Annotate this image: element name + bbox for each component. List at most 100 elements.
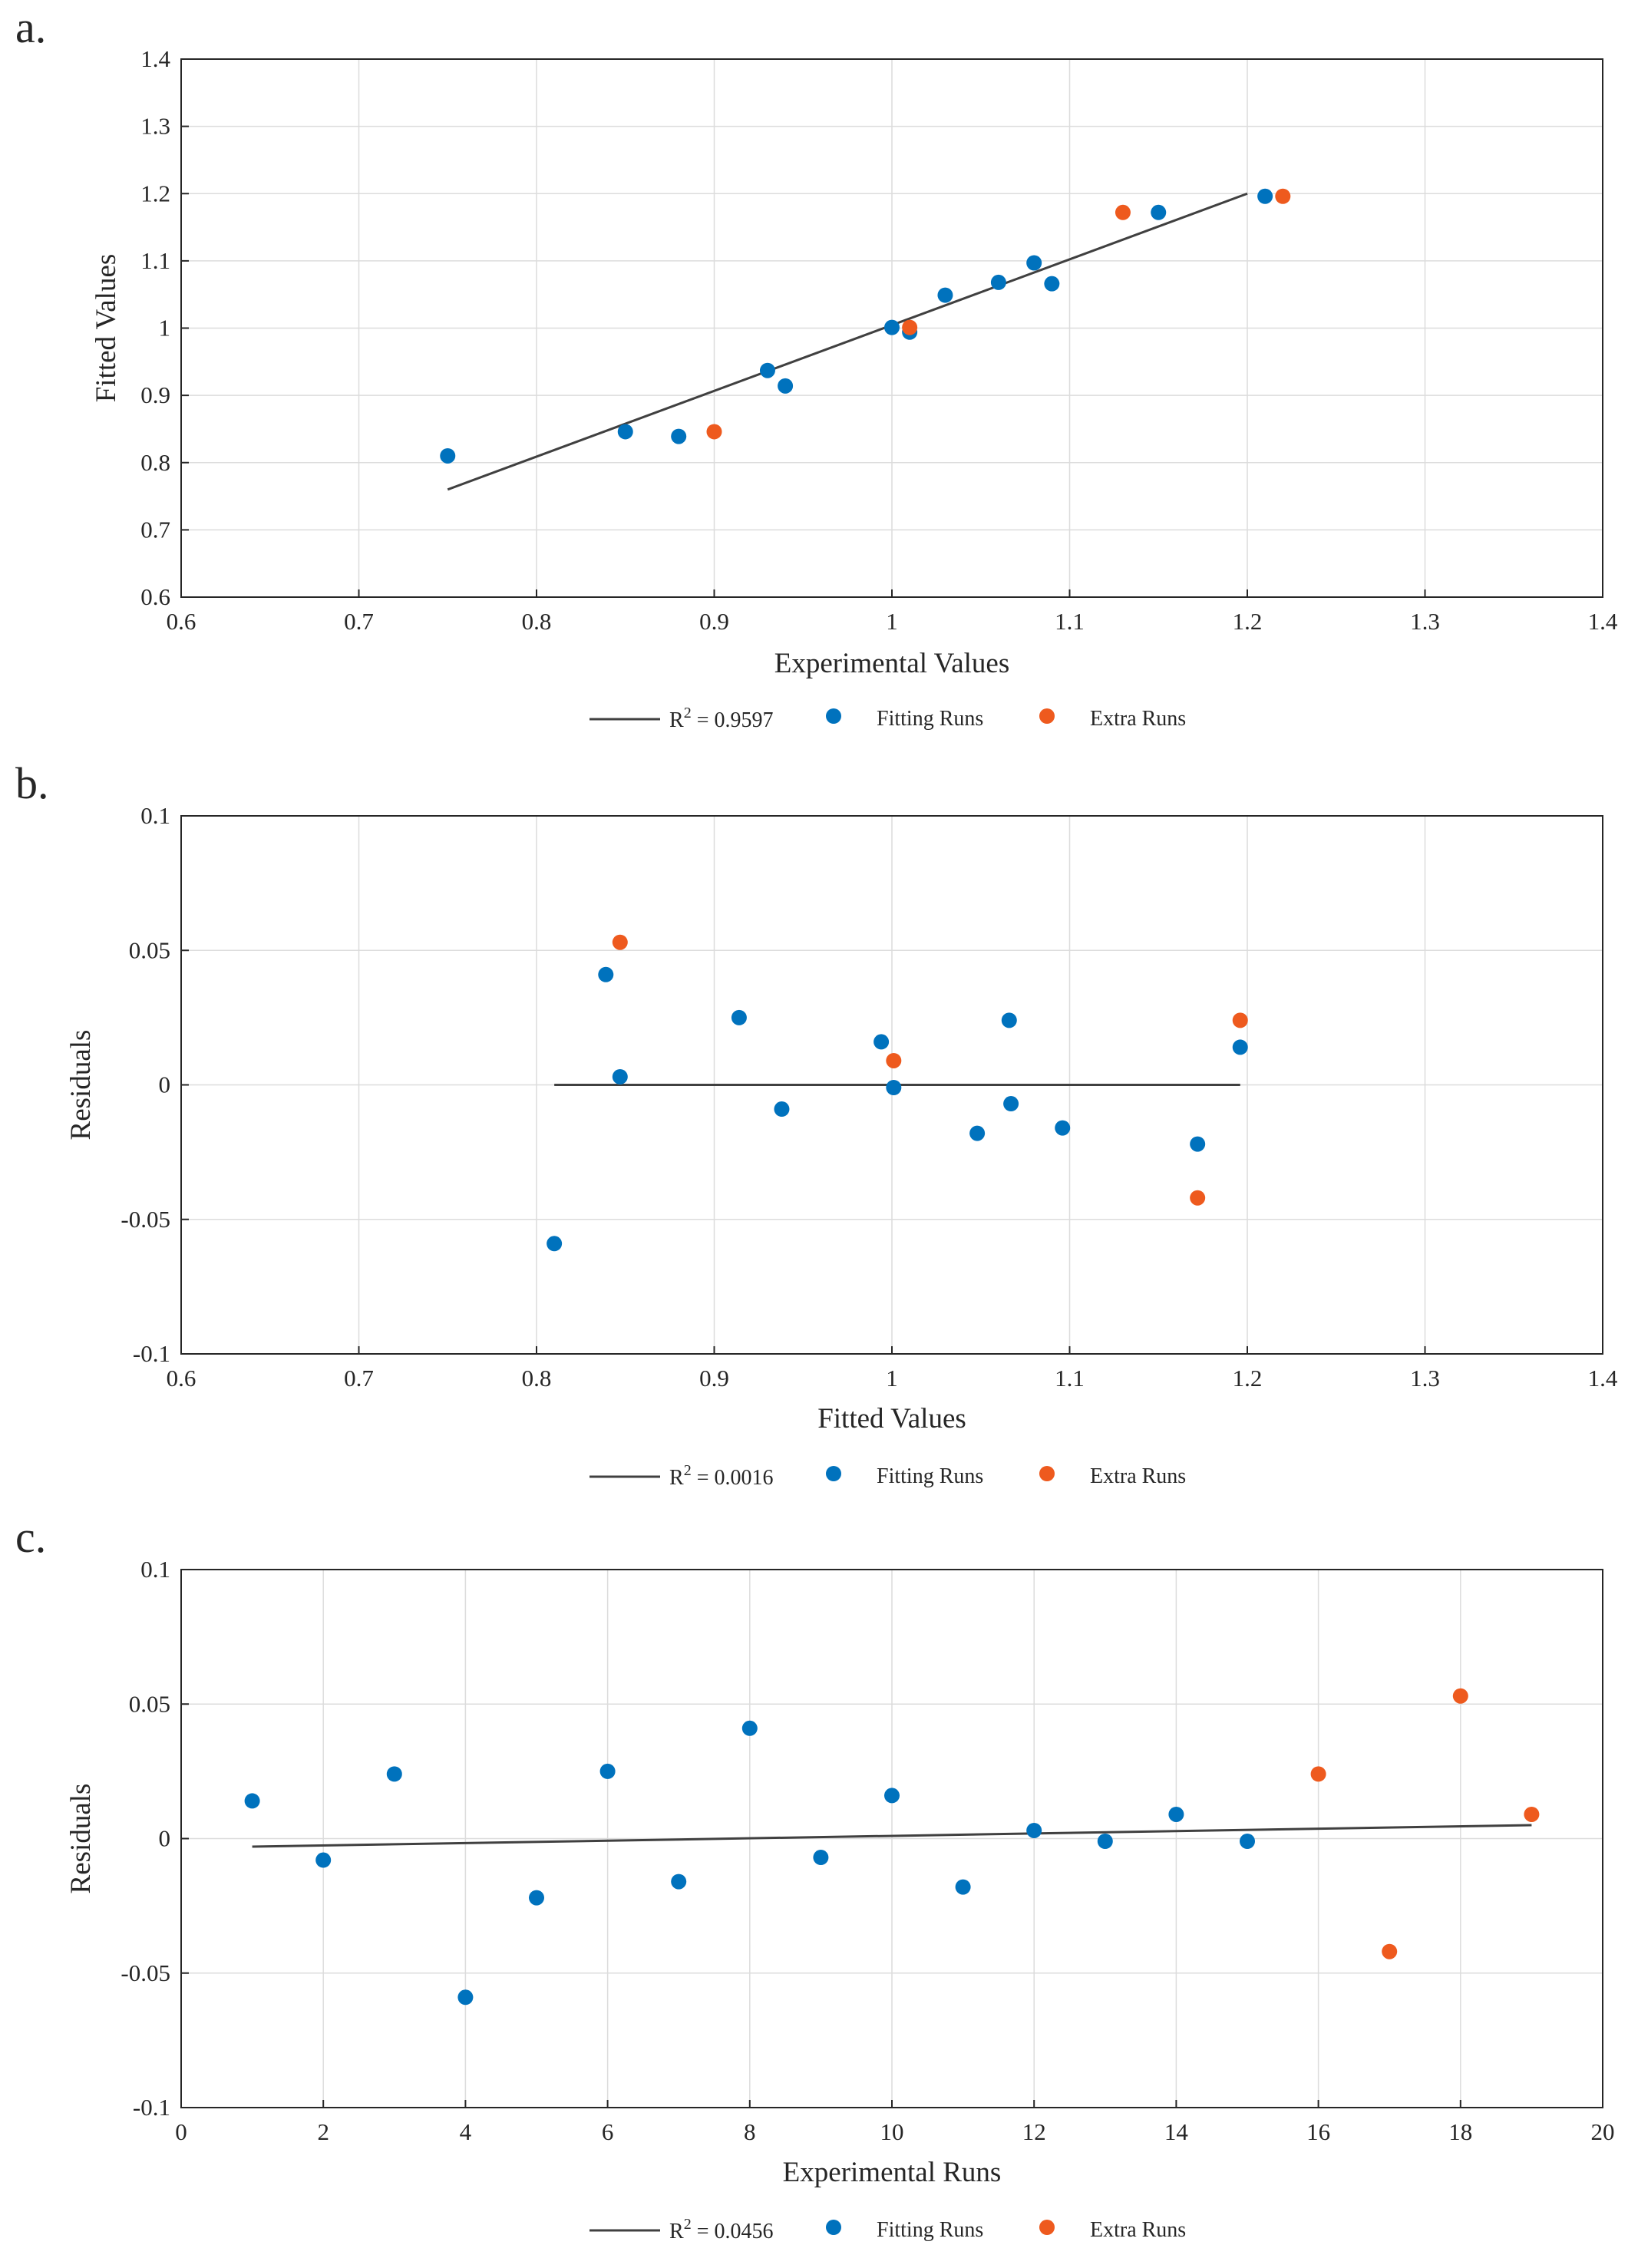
x-tick-label: 2	[317, 2118, 329, 2145]
x-axis-label: Experimental Runs	[783, 2157, 1002, 2188]
y-tick-label: 1.4	[140, 45, 170, 72]
y-axis-label: Fitted Values	[91, 254, 122, 403]
x-tick-label: 8	[744, 2118, 756, 2145]
fitting-run-point	[440, 447, 456, 464]
legend-label-extra: Extra Runs	[1090, 707, 1186, 731]
fitting-run-point	[990, 274, 1006, 290]
x-tick-label: 1.2	[1233, 608, 1263, 635]
x-tick-label: 1.4	[1588, 1365, 1618, 1392]
y-tick-label: 0.9	[140, 381, 170, 408]
fitting-run-point	[1097, 1834, 1113, 1850]
fitting-run-point	[386, 1766, 402, 1782]
legend: R2 = 0.0016 Fitting Runs Extra Runs	[589, 1462, 1186, 1490]
y-tick-label: 1.2	[140, 180, 170, 206]
y-tick-label: -0.05	[121, 1206, 170, 1233]
legend-label-fitting: Fitting Runs	[877, 2218, 983, 2242]
extra-run-point	[706, 424, 722, 440]
y-tick-label: -0.1	[133, 2094, 170, 2121]
legend-label-extra: Extra Runs	[1090, 2218, 1186, 2242]
fitting-run-point	[1055, 1120, 1071, 1136]
fitting-run-point	[937, 287, 953, 303]
fitting-run-point	[884, 319, 900, 335]
fitting-run-point	[598, 966, 614, 982]
y-tick-label: 0.6	[140, 583, 170, 610]
legend-r-squared: R2 = 0.0456	[669, 2216, 773, 2243]
legend-r-squared: R2 = 0.9597	[669, 705, 773, 732]
legend-label-fitting: Fitting Runs	[877, 1464, 983, 1488]
fitting-run-point	[617, 424, 633, 440]
fitting-run-point	[1026, 255, 1042, 271]
y-tick-label: -0.1	[133, 1340, 170, 1367]
x-tick-label: 6	[602, 2118, 614, 2145]
x-tick-label: 0.8	[522, 608, 552, 635]
fitting-run-point	[1232, 1039, 1248, 1055]
x-tick-label: 0.7	[344, 608, 374, 635]
x-tick-label: 12	[1022, 2118, 1046, 2145]
x-tick-label: 4	[460, 2118, 472, 2145]
fitting-run-point	[671, 1873, 687, 1890]
fitting-run-point	[1168, 1806, 1184, 1822]
x-tick-label: 1.2	[1233, 1365, 1263, 1392]
y-tick-label: 0	[159, 1071, 171, 1098]
fitting-run-point	[955, 1879, 971, 1895]
y-tick-label: 1	[159, 315, 171, 342]
extra-run-point	[1382, 1943, 1398, 1959]
legend-marker-extra	[1039, 708, 1055, 724]
legend-marker-extra	[1039, 1466, 1055, 1481]
panel-letter: b.	[15, 758, 49, 808]
fitting-run-point	[529, 1890, 544, 1906]
legend-label-extra: Extra Runs	[1090, 1464, 1186, 1488]
y-tick-label: -0.05	[121, 1959, 170, 1986]
chart-panel-3: c. 0 2 4 6 8 10 12 14 16 18 20 -0.1 -0.05 0 0.05 0.1 Expe…	[15, 1512, 1615, 2243]
y-tick-label: 0.7	[140, 516, 170, 543]
fitting-run-point	[1190, 1136, 1206, 1152]
fit-line	[252, 1824, 1532, 1848]
fitting-run-point	[774, 1101, 790, 1117]
legend: R2 = 0.9597 Fitting Runs Extra Runs	[589, 705, 1186, 732]
legend-marker-fitting	[826, 1466, 841, 1481]
y-tick-label: 0.1	[140, 1556, 170, 1583]
extra-run-point	[1452, 1688, 1468, 1704]
x-tick-label: 0.9	[699, 1365, 729, 1392]
legend-label-fitting: Fitting Runs	[877, 707, 983, 731]
legend-marker-extra	[1039, 2220, 1055, 2235]
x-axis-label: Experimental Values	[774, 648, 1010, 679]
fitting-run-point	[1257, 188, 1273, 204]
extra-run-point	[1190, 1190, 1206, 1206]
fitting-run-point	[813, 1850, 829, 1866]
x-tick-label: 0	[175, 2118, 187, 2145]
fitting-run-point	[969, 1125, 986, 1141]
y-tick-label: 0.05	[129, 936, 170, 963]
x-tick-label: 16	[1306, 2118, 1330, 2145]
x-tick-label: 1.1	[1055, 1365, 1085, 1392]
fitting-run-point	[1044, 276, 1060, 292]
fitting-run-point	[884, 1788, 900, 1804]
x-tick-label: 14	[1164, 2118, 1189, 2145]
chart-panel-1: a. 0.6 0.7 0.8 0.9 1 1.1 1.2 1.3 1.4 0.6 0.7 0.8 0.9 1…	[15, 2, 1618, 732]
fitting-run-point	[873, 1034, 890, 1050]
fitting-run-point	[1026, 1822, 1042, 1838]
x-tick-label: 0.9	[699, 608, 729, 635]
x-tick-label: 18	[1448, 2118, 1472, 2145]
fitting-run-point	[599, 1763, 616, 1779]
y-tick-label: 1.1	[140, 247, 170, 274]
y-tick-label: 0	[159, 1825, 171, 1852]
fitting-run-point	[1003, 1096, 1019, 1112]
fitting-run-point	[731, 1009, 747, 1025]
fitting-run-point	[244, 1793, 260, 1809]
legend-r-squared: R2 = 0.0016	[669, 1462, 773, 1490]
extra-run-point	[886, 1052, 902, 1068]
x-tick-label: 1	[886, 608, 898, 635]
legend-marker-fitting	[826, 708, 841, 724]
fit-line	[447, 192, 1248, 491]
x-tick-label: 0.6	[167, 1365, 196, 1392]
fitting-run-point	[1240, 1834, 1255, 1850]
x-tick-label: 1.3	[1410, 1365, 1440, 1392]
chart-panel-2: b. 0.6 0.7 0.8 0.9 1 1.1 1.2 1.3 1.4 -0.1 -0.05 0 0.0…	[15, 758, 1618, 1490]
fitting-run-point	[612, 1068, 628, 1084]
panel-letter: c.	[15, 1512, 46, 1562]
y-tick-label: 1.3	[140, 113, 170, 140]
fitting-run-point	[1001, 1012, 1017, 1028]
fitting-run-point	[457, 1989, 474, 2006]
